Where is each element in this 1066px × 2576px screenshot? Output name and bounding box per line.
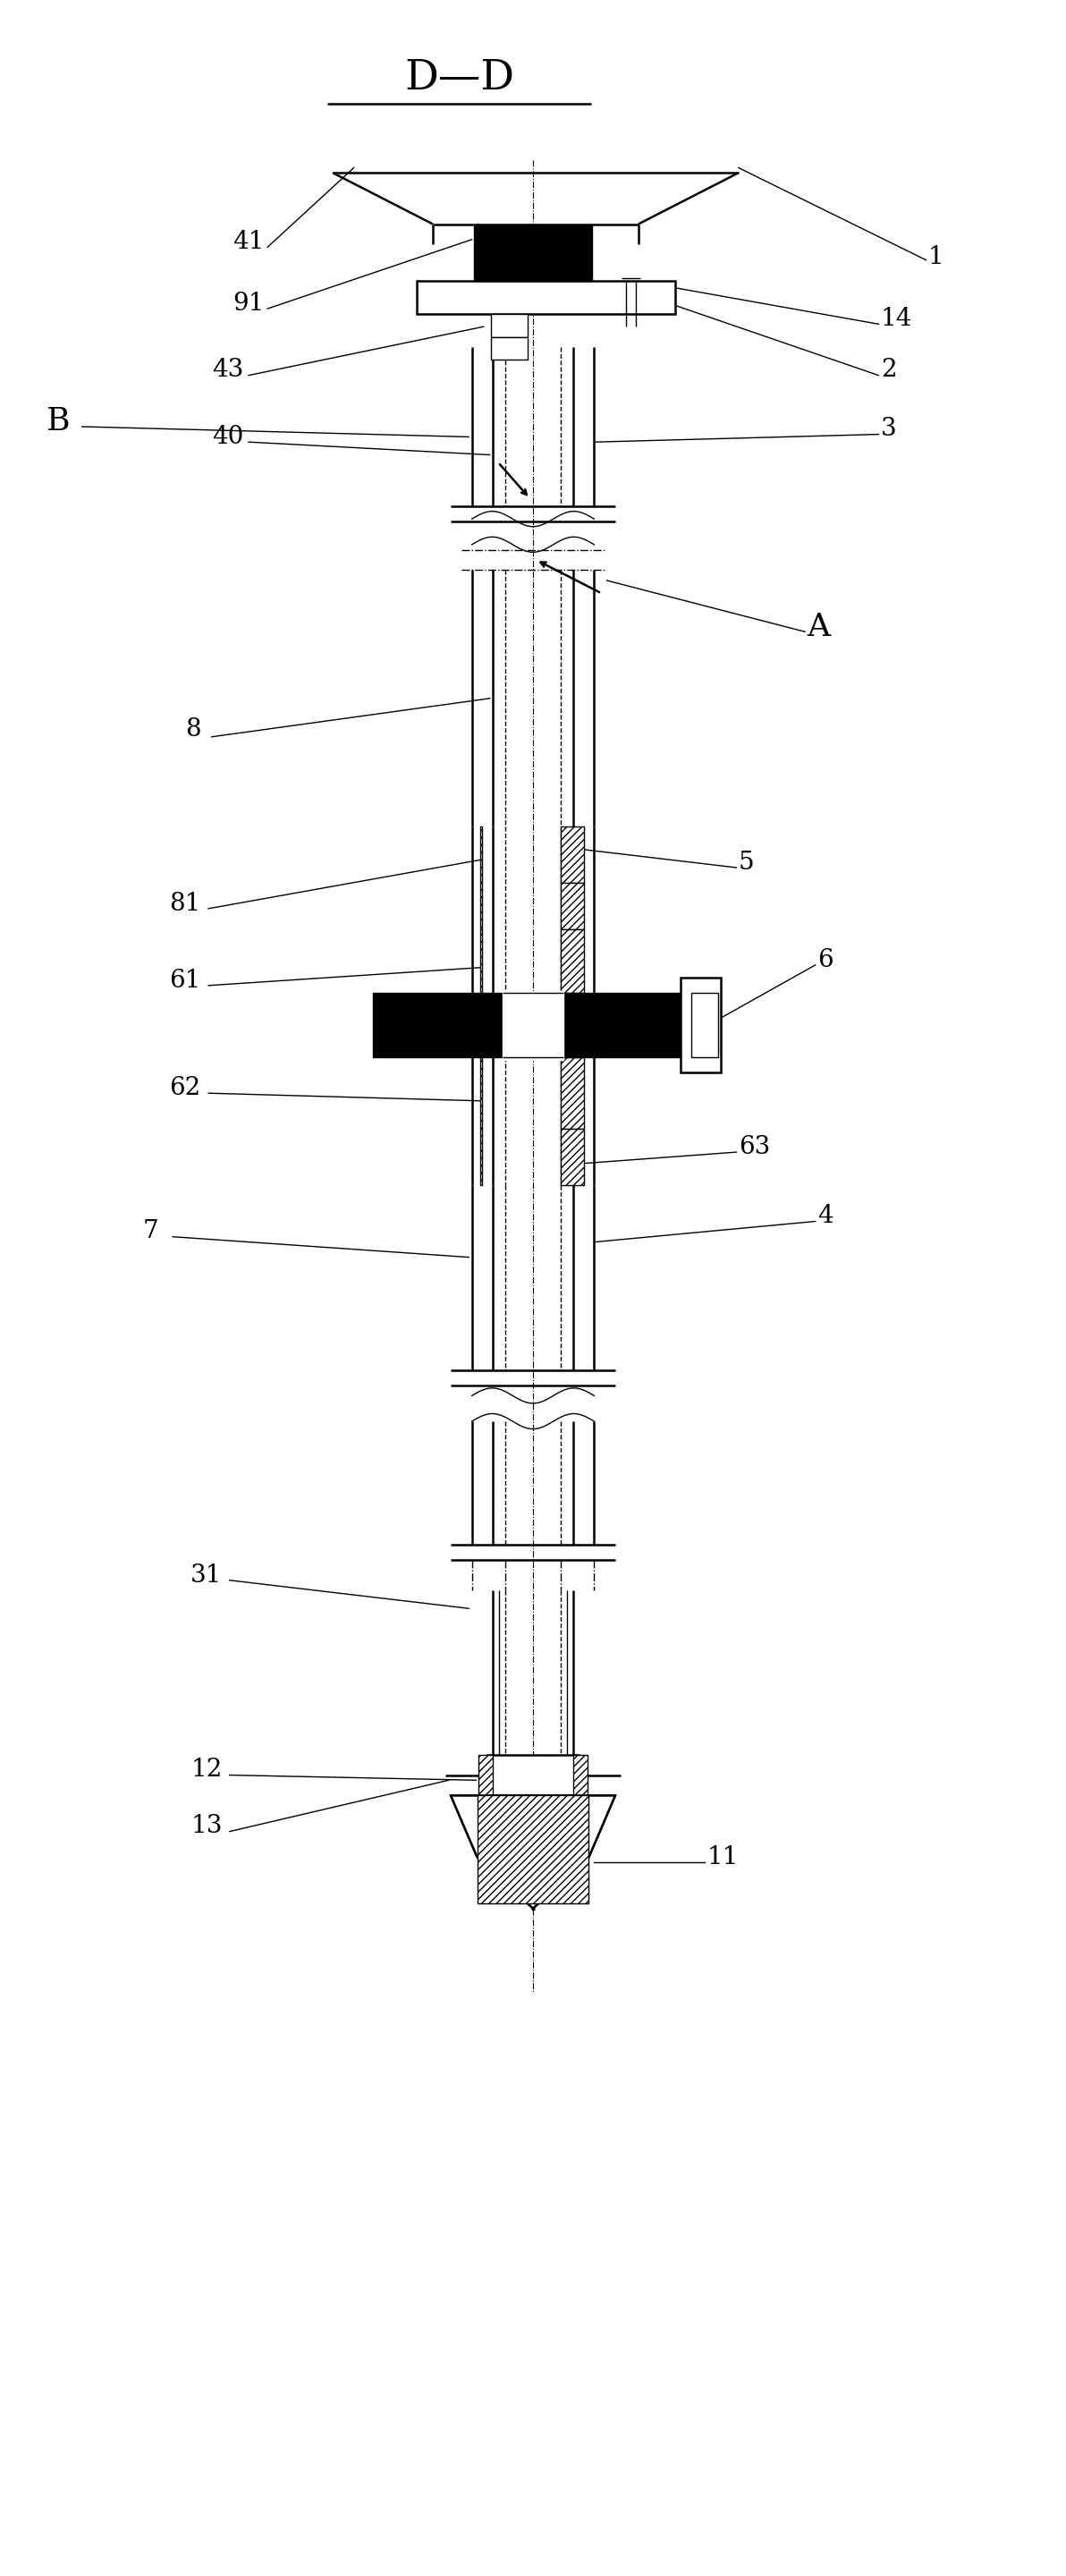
Text: 9: 9 (490, 224, 506, 250)
Text: 62: 62 (169, 1077, 201, 1100)
Text: 2: 2 (881, 358, 897, 381)
Text: 7: 7 (143, 1218, 159, 1244)
Bar (488, 1754, 578, 1795)
Text: 91: 91 (232, 291, 264, 317)
Bar (474, 224, 592, 281)
Bar (561, 930, 583, 994)
Text: 40: 40 (212, 425, 243, 448)
Text: 12: 12 (191, 1757, 222, 1783)
Bar (502, 992, 564, 1059)
Text: 1: 1 (928, 245, 944, 270)
Bar (561, 827, 583, 884)
Bar (481, 827, 483, 884)
Text: 6: 6 (818, 948, 834, 971)
Bar (417, 281, 675, 314)
Bar (373, 994, 680, 1056)
Bar (479, 1754, 492, 1795)
Bar (490, 314, 528, 337)
Bar (478, 1795, 588, 1904)
Text: 3: 3 (881, 417, 897, 440)
Text: 61: 61 (169, 969, 201, 992)
Text: 13: 13 (191, 1814, 222, 1839)
Text: 8: 8 (185, 716, 201, 742)
Bar (574, 1754, 587, 1795)
Text: 43: 43 (212, 358, 243, 381)
Bar (691, 994, 718, 1056)
Text: 11: 11 (707, 1844, 739, 1870)
Text: 14: 14 (881, 307, 912, 332)
Polygon shape (451, 1795, 615, 1909)
Bar (490, 337, 528, 361)
Bar (481, 930, 483, 994)
Text: 41: 41 (232, 229, 264, 255)
Text: 81: 81 (169, 891, 201, 914)
Text: 63: 63 (739, 1136, 770, 1159)
Bar (481, 1056, 483, 1128)
Bar (561, 1128, 583, 1185)
Bar (481, 1128, 483, 1185)
Bar (561, 884, 583, 930)
Bar (481, 884, 483, 930)
Text: 5: 5 (739, 850, 755, 873)
Bar (680, 979, 721, 1072)
Text: 4: 4 (818, 1203, 834, 1229)
Text: D—D: D—D (404, 57, 514, 98)
Text: B: B (46, 407, 70, 438)
Bar (561, 1056, 583, 1128)
Text: 31: 31 (191, 1564, 222, 1587)
Text: A: A (807, 611, 830, 641)
